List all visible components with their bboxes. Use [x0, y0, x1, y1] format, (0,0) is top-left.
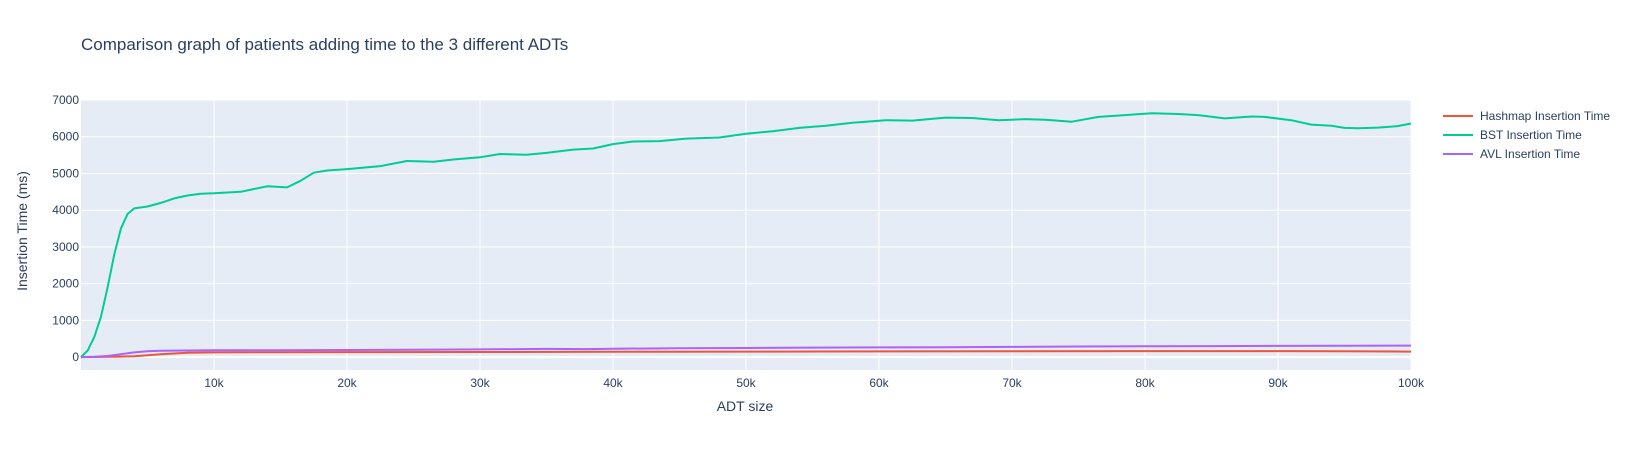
x-tick-label: 30k — [470, 376, 490, 390]
x-ticks: 10k 20k 30k 40k 50k 60k 70k 80k 90k 100k — [204, 376, 1425, 390]
hashmap-series-line — [80, 350, 1412, 359]
x-tick-label: 50k — [736, 376, 756, 390]
y-tick-label: 1000 — [52, 313, 79, 327]
x-tick-label: 40k — [603, 376, 623, 390]
y-tick-label: 4000 — [52, 203, 79, 217]
bst-series-line — [80, 112, 1412, 358]
x-tick-label: 10k — [204, 376, 224, 390]
y-tick-label: 0 — [72, 350, 79, 364]
avl-legend-label: AVL Insertion Time — [1480, 147, 1580, 161]
y-axis-label: Insertion Time (ms) — [14, 171, 30, 291]
series-lines — [80, 112, 1412, 359]
bst-legend-label: BST Insertion Time — [1480, 128, 1582, 142]
y-tick-label: 2000 — [52, 277, 79, 291]
x-tick-label: 60k — [869, 376, 889, 390]
avl-series-line — [80, 344, 1412, 359]
y-tick-label: 7000 — [52, 93, 79, 107]
y-tick-label: 3000 — [52, 240, 79, 254]
y-ticks: 0 1000 2000 3000 4000 5000 6000 7000 — [52, 93, 79, 364]
y-tick-label: 5000 — [52, 166, 79, 180]
x-tick-label: 80k — [1135, 376, 1155, 390]
hashmap-legend-label: Hashmap Insertion Time — [1480, 109, 1610, 123]
x-tick-label: 100k — [1398, 376, 1425, 390]
x-tick-label: 70k — [1002, 376, 1022, 390]
chart-title: Comparison graph of patients adding time… — [81, 35, 568, 54]
x-tick-label: 20k — [337, 376, 357, 390]
legend: Hashmap Insertion Time BST Insertion Time… — [1443, 109, 1610, 161]
x-tick-label: 90k — [1268, 376, 1288, 390]
grid-lines — [81, 99, 1412, 370]
x-axis-label: ADT size — [717, 398, 774, 414]
y-tick-label: 6000 — [52, 130, 79, 144]
